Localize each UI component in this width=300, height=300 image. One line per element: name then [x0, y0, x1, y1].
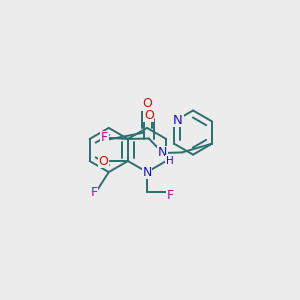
Text: F: F [101, 131, 108, 144]
Text: F: F [167, 189, 174, 202]
Text: N: N [142, 166, 152, 178]
Text: F: F [90, 186, 98, 199]
Text: O: O [144, 109, 154, 122]
Text: H: H [166, 156, 173, 166]
Text: N: N [158, 146, 167, 159]
Text: N: N [173, 113, 183, 127]
Text: O: O [98, 154, 108, 167]
Text: O: O [142, 98, 152, 110]
